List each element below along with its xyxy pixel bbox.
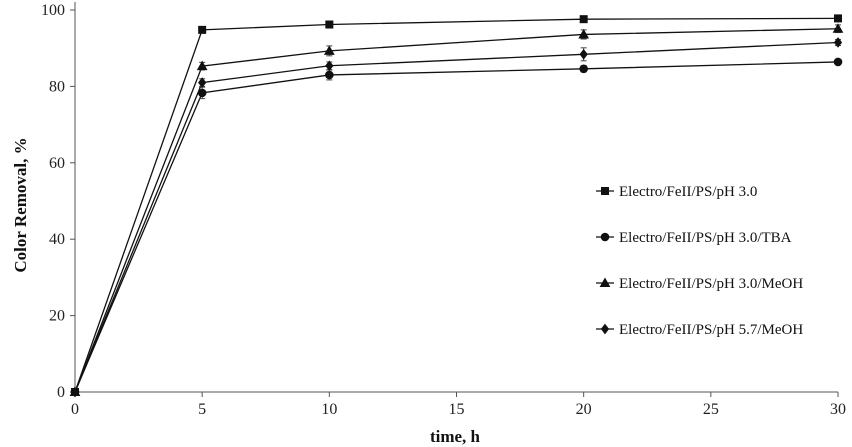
y-tick-label: 100 — [41, 2, 65, 19]
data-point — [325, 70, 334, 80]
y-tick-label: 20 — [49, 308, 65, 325]
y-tick-label: 40 — [49, 231, 65, 248]
y-tick-label: 60 — [49, 155, 65, 172]
data-point — [325, 20, 334, 29]
x-tick-label: 25 — [703, 401, 719, 418]
series-line — [74, 41, 839, 393]
data-point — [579, 15, 588, 24]
x-tick-label: 20 — [576, 401, 592, 418]
data-point — [198, 77, 207, 88]
legend-item-3: Electro/FeII/PS/pH 3.0/MeOH — [596, 276, 803, 292]
y-axis-title: Color Removal, % — [11, 137, 30, 272]
legend-marker — [599, 277, 611, 287]
data-point — [832, 23, 844, 33]
y-tick-label: 80 — [49, 78, 65, 95]
data-point — [198, 25, 207, 34]
data-point — [196, 60, 208, 71]
legend-label: Electro/FeII/PS/pH 3.0/MeOH — [619, 276, 803, 292]
legend-item-4: Electro/FeII/PS/pH 5.7/MeOH — [596, 322, 803, 338]
series-2 — [70, 57, 843, 397]
data-point — [70, 386, 80, 398]
legend-label: Electro/FeII/PS/pH 3.0 — [619, 184, 757, 200]
x-tick-label: 30 — [830, 401, 846, 418]
y-tick-label: 0 — [57, 384, 65, 401]
series-4 — [70, 37, 843, 398]
data-point — [579, 48, 588, 60]
legend-item-2: Electro/FeII/PS/pH 3.0/TBA — [596, 230, 792, 246]
legend-item-1: Electro/FeII/PS/pH 3.0 — [596, 184, 757, 200]
x-tick-label: 15 — [449, 401, 465, 418]
data-point — [323, 45, 335, 55]
legend-marker — [600, 323, 610, 335]
series-layer — [69, 14, 844, 398]
series-1 — [71, 14, 842, 396]
legend-label: Electro/FeII/PS/pH 3.0/TBA — [619, 230, 792, 246]
x-tick-label: 5 — [198, 401, 206, 418]
legend: Electro/FeII/PS/pH 3.0 Electro/FeII/PS/pH… — [596, 184, 803, 338]
axes: 0 5 10 15 20 25 30 0 20 40 60 80 100 — [41, 2, 846, 418]
legend-marker — [600, 232, 610, 242]
legend-label: Electro/FeII/PS/pH 5.7/MeOH — [619, 322, 803, 338]
data-point — [833, 57, 843, 67]
data-point — [833, 37, 843, 48]
data-point — [325, 60, 334, 72]
data-point — [834, 14, 842, 23]
series-3 — [69, 23, 844, 396]
legend-marker — [601, 187, 609, 195]
series-line — [74, 61, 839, 393]
data-point — [579, 64, 588, 74]
x-tick-label: 10 — [321, 401, 337, 418]
data-point — [578, 28, 590, 39]
x-axis-title: time, h — [430, 427, 481, 446]
x-tick-label: 0 — [71, 401, 79, 418]
